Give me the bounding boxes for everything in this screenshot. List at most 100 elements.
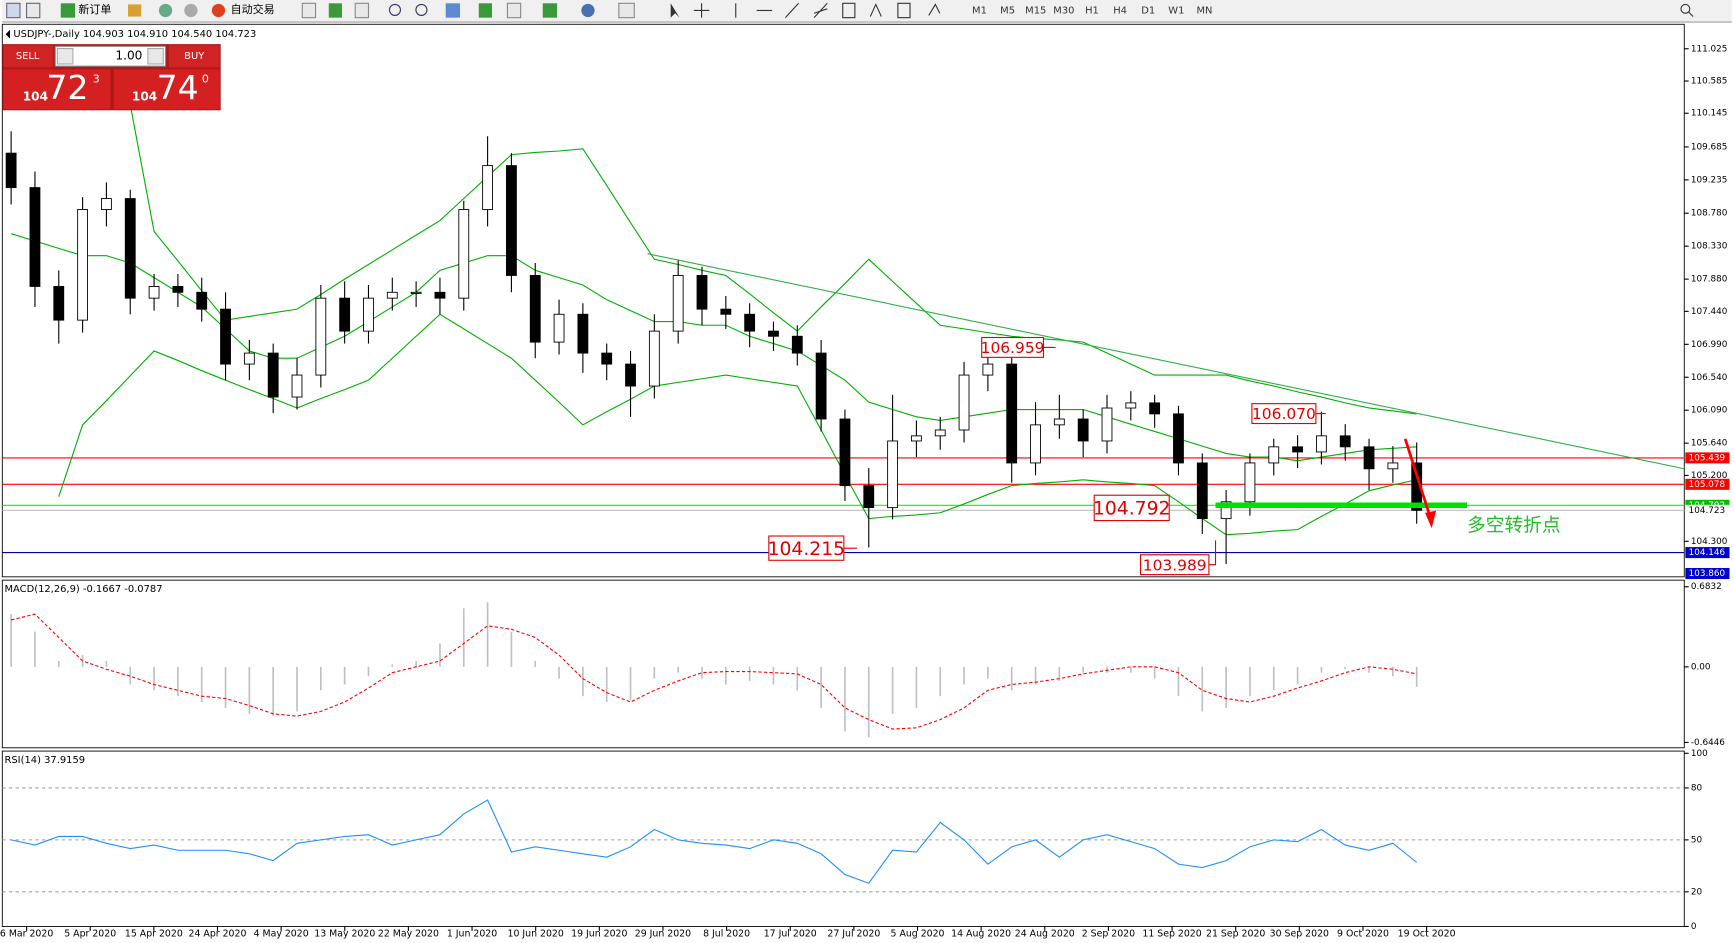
fibo-tool[interactable] (813, 2, 828, 19)
ask-box[interactable] (113, 69, 220, 110)
arrow-tool[interactable] (928, 3, 941, 16)
candle-body (577, 313, 589, 354)
y-tick-label: 104.300 (1691, 537, 1728, 547)
text-tool[interactable] (869, 3, 882, 17)
x-tick-label: 19 Jun 2020 (571, 929, 627, 940)
candle-body (887, 440, 898, 509)
candle-body (1387, 462, 1399, 470)
search-handle (1688, 11, 1694, 17)
bid-big: 104 (23, 90, 48, 104)
x-tick-label: 6 Mar 2020 (0, 929, 53, 940)
icon[interactable] (478, 3, 493, 18)
y-tick-label: 108.780 (1691, 209, 1728, 219)
x-tick-label: 11 Sep 2020 (1142, 929, 1201, 940)
timeframe-button[interactable]: MN (1197, 5, 1213, 16)
auto-trade-button[interactable]: 自动交易 (231, 2, 275, 16)
candle-body (648, 330, 660, 387)
icon[interactable] (158, 3, 173, 18)
bollinger-upper (129, 104, 1417, 415)
price-tag-label: 103.860 (1689, 569, 1726, 579)
candle-body (982, 363, 994, 376)
candle-body (148, 286, 160, 299)
annotation-box (768, 535, 845, 561)
new-order-icon[interactable] (60, 3, 76, 18)
sell-button[interactable] (3, 45, 54, 68)
zoom-in[interactable] (388, 3, 402, 16)
x-tick-label: 10 Jun 2020 (508, 929, 564, 940)
timeframe-button[interactable]: M5 (1000, 5, 1015, 16)
icon[interactable] (26, 2, 41, 19)
macd-panel (1, 579, 1685, 749)
icon[interactable] (581, 3, 595, 18)
timeframe-button[interactable]: M15 (1025, 5, 1046, 16)
y-tick-label: 0.00 (1691, 662, 1711, 672)
y-tick-label: 106.990 (1691, 340, 1728, 350)
timeframe-button[interactable]: M1 (972, 5, 987, 16)
buy-button[interactable] (168, 45, 220, 68)
cursor-tool[interactable] (670, 3, 680, 18)
annotation: 104.215 (768, 539, 845, 560)
rsi-panel (1, 750, 1685, 927)
bid-main: 72 (46, 68, 88, 107)
toolbar-buttons: 新订单 自动交易 (6, 2, 1694, 19)
lot-down[interactable] (56, 47, 74, 65)
candle-body (363, 297, 374, 332)
y-tick-label: 106.540 (1691, 373, 1728, 383)
candle-body (1292, 446, 1303, 453)
candle-body (1220, 501, 1232, 520)
candle-body (720, 308, 732, 315)
y-tick-label: 106.090 (1691, 406, 1728, 416)
icon[interactable] (184, 3, 198, 18)
trendline-tool[interactable] (784, 2, 800, 19)
price-tag-label: 105.078 (1689, 480, 1725, 490)
lot-up[interactable] (147, 47, 164, 65)
icon[interactable] (328, 3, 343, 18)
label-tool[interactable] (897, 2, 911, 19)
candle-body (434, 291, 446, 299)
candle-body (291, 374, 303, 398)
timeframe-button[interactable]: W1 (1168, 5, 1184, 16)
y-tick-label: 0 (1691, 922, 1697, 932)
y-tick-label: 109.685 (1691, 142, 1727, 152)
icon[interactable] (301, 2, 317, 19)
candle-body (1053, 418, 1065, 426)
macd-title: MACD(12,26,9) -0.1667 -0.0787 (5, 584, 163, 595)
price-tag-label: 105.439 (1689, 453, 1725, 463)
annotation: 106.070 (1252, 405, 1316, 423)
candle-body (506, 165, 517, 276)
search[interactable] (1680, 3, 1691, 14)
x-tick-label: 9 Oct 2020 (1337, 929, 1389, 940)
candle-body (958, 374, 970, 431)
candle-body (1173, 413, 1184, 464)
icon[interactable] (542, 3, 558, 18)
icon[interactable] (354, 2, 370, 19)
lot-input[interactable] (54, 45, 167, 67)
icon[interactable] (618, 2, 635, 19)
candle-body (839, 418, 851, 487)
crosshair-tool[interactable] (693, 3, 710, 18)
timeframe-button[interactable]: M30 (1053, 5, 1074, 16)
channel-tool[interactable] (842, 2, 856, 19)
icon[interactable] (445, 3, 461, 18)
candle-body (386, 291, 398, 299)
bid-box[interactable] (3, 69, 111, 110)
price-tag-label: 104.723 (1689, 506, 1725, 516)
icon[interactable] (6, 2, 21, 19)
annotation: 多空转折点 (1467, 516, 1561, 537)
timeframe-button[interactable]: D1 (1141, 5, 1155, 16)
y-tick-label: 100 (1691, 749, 1708, 759)
auto-trade-icon[interactable] (211, 3, 226, 18)
new-order-button[interactable]: 新订单 (78, 2, 111, 16)
timeframe-button[interactable]: H4 (1113, 5, 1127, 16)
timeframe-button[interactable]: H1 (1085, 5, 1099, 16)
icon[interactable] (128, 4, 142, 17)
main-panel (1, 23, 1685, 578)
price-tag (1685, 478, 1730, 490)
candle-body (791, 335, 803, 354)
price-tag-label: 104.146 (1689, 548, 1726, 558)
x-tick-label: 19 Oct 2020 (1398, 929, 1456, 940)
zoom-out[interactable] (415, 3, 428, 16)
candle-body (172, 286, 184, 293)
icon[interactable] (506, 2, 522, 19)
